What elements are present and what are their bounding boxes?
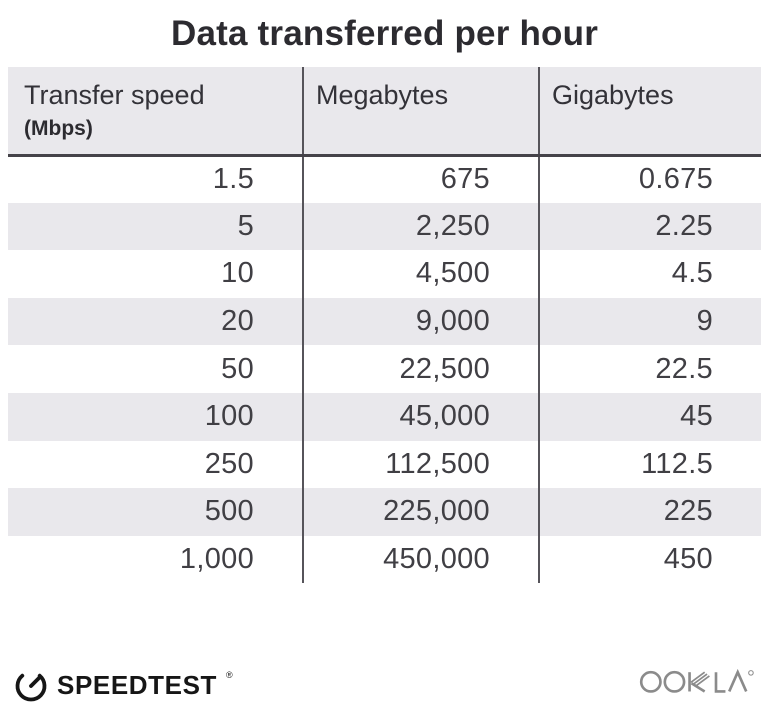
column-header-megabytes: Megabytes [302,67,539,155]
speedtest-wordmark: SPEEDTEST [57,669,217,700]
table-row: 250 112,500 112.5 [8,440,761,489]
data-table: Transfer speed (Mbps) Megabytes Gigabyte… [8,67,761,584]
cell-megabytes: 450,000 [302,535,539,584]
page-title: Data transferred per hour [170,14,599,53]
cell-transfer-speed: 10 [221,257,254,290]
table-body: 1.5 675 0.675 5 2,250 2.25 10 4,500 4.5 20 9,000 9 5… [8,155,761,584]
table-row: 20 9,000 9 [8,297,761,346]
cell-transfer-speed: 20 [221,305,254,338]
table-row: 10 4,500 4.5 [8,250,761,298]
cell-transfer-speed: 1.5 [212,163,254,196]
registered-trademark-icon: ® [226,670,233,680]
table-row: 5 2,250 2.25 [8,202,761,251]
cell-megabytes: 9,000 [302,297,539,346]
header-row: Transfer speed (Mbps) Megabytes Gigabyte… [8,67,761,155]
column-header-transfer-speed-label: Transfer speed [24,80,205,110]
ookla-wordmark-icon [639,668,754,693]
cell-megabytes: 22,500 [302,345,539,393]
cell-megabytes: 675 [302,155,539,203]
table-row: 500 225,000 225 [8,488,761,536]
column-header-transfer-speed: Transfer speed (Mbps) [8,67,303,155]
cell-megabytes: 112,500 [302,440,539,489]
cell-megabytes: 225,000 [302,488,539,536]
speedtest-logo: SPEEDTEST ® [13,667,233,703]
column-header-gigabytes: Gigabytes [538,67,761,155]
cell-gigabytes: 0.675 [538,155,761,203]
column-header-transfer-speed-unit: (Mbps) [24,117,93,140]
cell-gigabytes: 22.5 [538,345,761,393]
cell-megabytes: 45,000 [302,392,539,441]
cell-gigabytes: 2.25 [538,202,761,251]
cell-transfer-speed: 500 [204,495,254,528]
cell-gigabytes: 225 [538,488,761,536]
cell-gigabytes: 45 [538,392,761,441]
cell-transfer-speed: 100 [204,400,254,433]
table-row: 100 45,000 45 [8,392,761,441]
cell-megabytes: 4,500 [302,250,539,298]
footer: SPEEDTEST ® [0,650,769,712]
cell-gigabytes: 4.5 [538,250,761,298]
cell-gigabytes: 9 [538,297,761,346]
cell-gigabytes: 450 [538,535,761,584]
ookla-logo [638,662,760,701]
cell-transfer-speed: 250 [204,447,254,480]
table-row: 50 22,500 22.5 [8,345,761,393]
cell-megabytes: 2,250 [302,202,539,251]
cell-gigabytes: 112.5 [538,440,761,489]
cell-transfer-speed: 50 [221,352,254,385]
table-row: 1.5 675 0.675 [8,155,761,203]
table-header: Transfer speed (Mbps) Megabytes Gigabyte… [8,67,761,155]
table-row: 1,000 450,000 450 [8,535,761,584]
cell-transfer-speed: 5 [237,209,254,242]
cell-transfer-speed: 1,000 [179,543,254,576]
